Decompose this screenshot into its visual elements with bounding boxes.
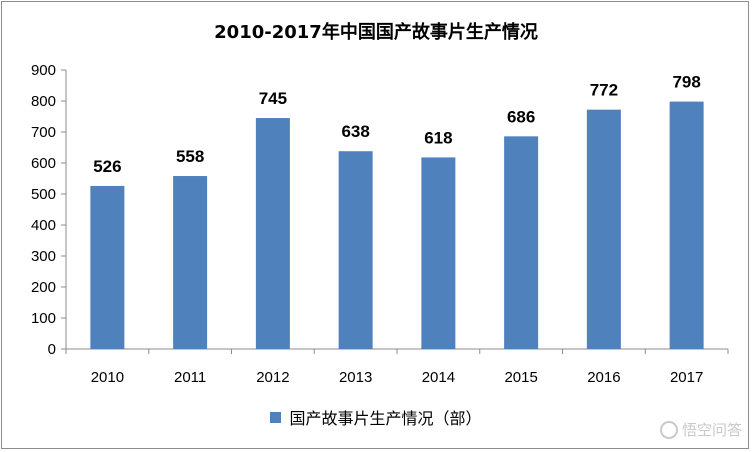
x-tick-label: 2016: [587, 369, 620, 386]
x-tick-label: 2017: [670, 369, 703, 386]
data-label: 526: [93, 157, 121, 176]
x-tick-label: 2010: [91, 369, 124, 386]
y-tick-label: 300: [31, 248, 56, 265]
x-tick-label: 2014: [422, 369, 455, 386]
watermark-logo-icon: [659, 420, 678, 439]
data-label: 638: [341, 122, 369, 141]
data-label: 745: [259, 89, 287, 108]
x-tick-label: 2012: [256, 369, 289, 386]
y-tick-label: 500: [31, 186, 56, 203]
y-tick-label: 800: [31, 93, 56, 110]
y-tick-label: 900: [31, 62, 56, 79]
data-label: 772: [590, 81, 618, 100]
x-tick-label: 2011: [174, 369, 206, 386]
legend-swatch: [270, 412, 282, 423]
bar: [669, 101, 704, 350]
data-label: 798: [672, 73, 700, 92]
bar: [504, 136, 539, 349]
x-tick-label: 2013: [339, 369, 372, 386]
data-label: 618: [424, 128, 452, 147]
bar: [173, 176, 208, 349]
bar: [421, 157, 456, 349]
legend-label: 国产故事片生产情况（部）: [289, 409, 482, 428]
bar: [586, 109, 621, 350]
y-tick-label: 700: [31, 124, 56, 141]
bar: [338, 151, 373, 349]
y-tick-label: 100: [31, 310, 56, 327]
chart-title: 2010-2017年中国国产故事片生产情况: [214, 22, 538, 43]
y-tick-label: 200: [31, 279, 56, 296]
y-tick-label: 400: [31, 217, 56, 234]
x-tick-label: 2015: [504, 369, 537, 386]
data-label: 686: [507, 107, 535, 126]
bar: [90, 185, 125, 349]
watermark-text: 悟空问答: [681, 421, 742, 439]
y-tick-label: 600: [31, 155, 56, 172]
y-tick-label: 0: [48, 341, 56, 358]
bar: [255, 118, 290, 349]
data-label: 558: [176, 147, 204, 166]
legend: 国产故事片生产情况（部）: [0, 405, 752, 429]
watermark: 悟空问答: [659, 419, 742, 440]
